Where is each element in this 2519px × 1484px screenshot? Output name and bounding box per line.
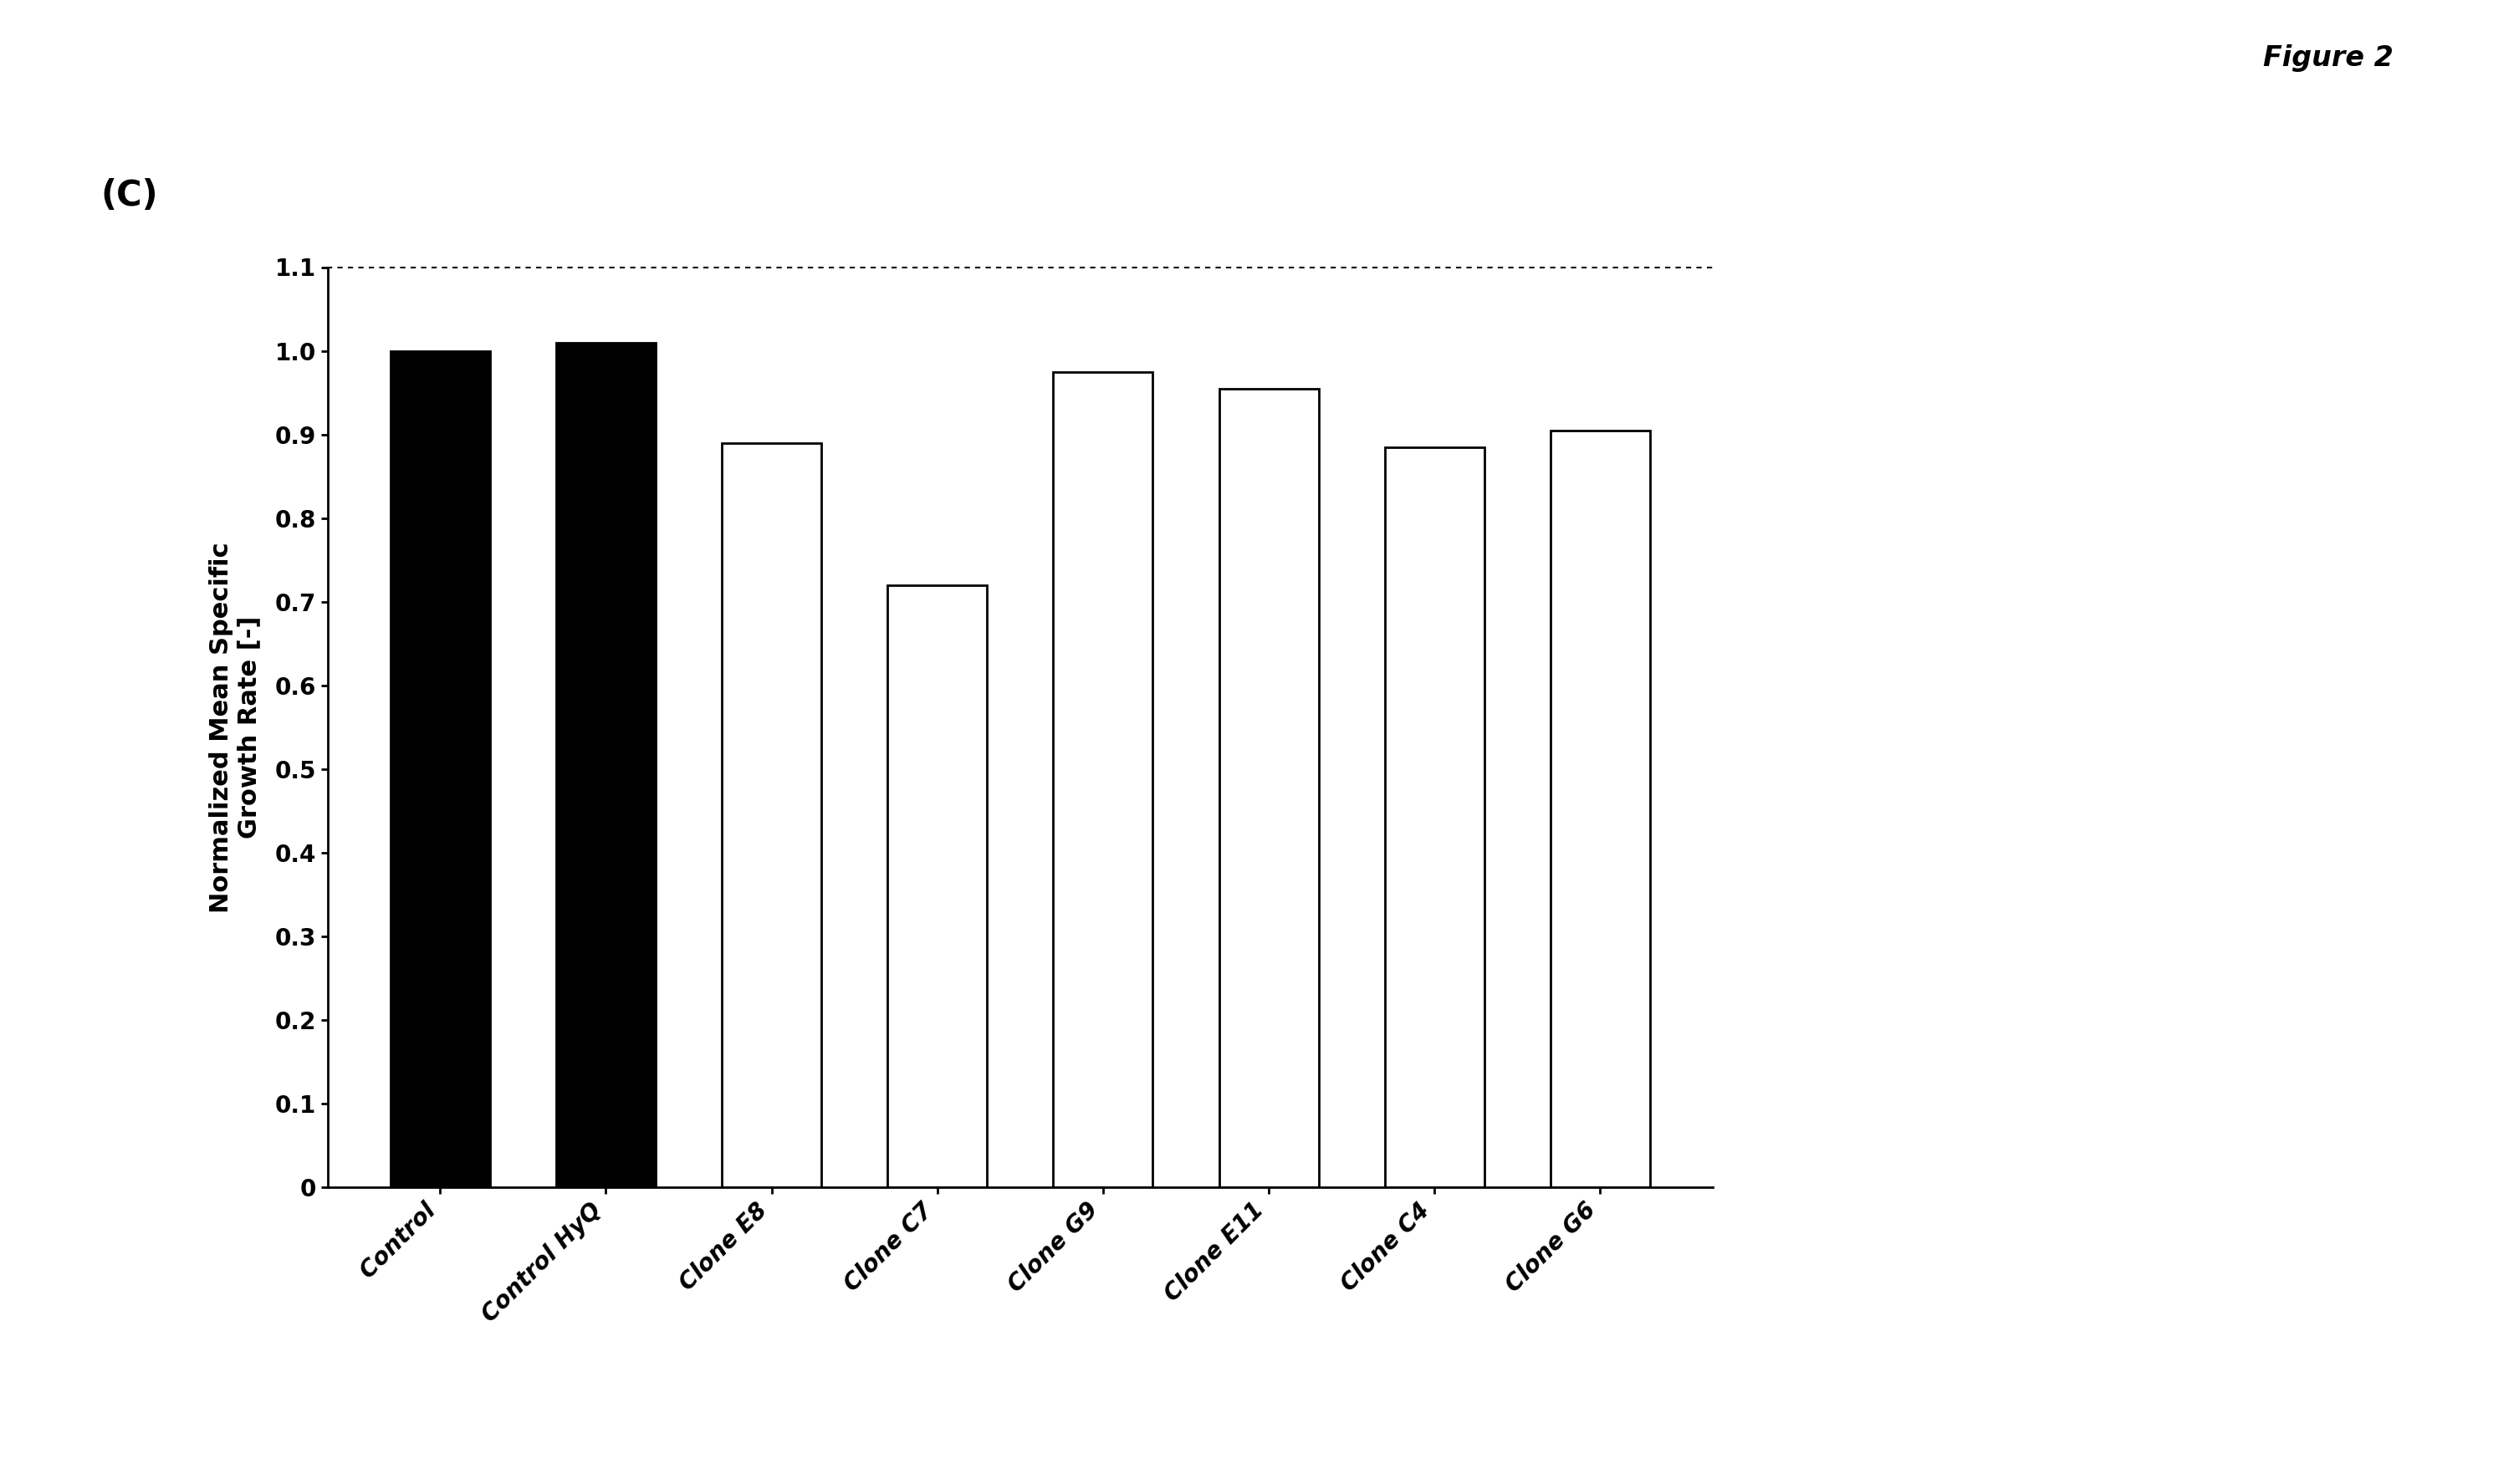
Y-axis label: Normalized Mean Specific
Growth Rate [-]: Normalized Mean Specific Growth Rate [-] — [209, 542, 262, 913]
Bar — [1219, 389, 1317, 1187]
Bar — [723, 442, 821, 1187]
Bar — [887, 585, 987, 1187]
Bar — [390, 350, 489, 1187]
Bar — [1385, 447, 1484, 1187]
Bar — [1053, 371, 1154, 1187]
Text: Figure 2: Figure 2 — [2262, 45, 2393, 73]
Bar — [557, 343, 655, 1187]
Text: (C): (C) — [101, 178, 159, 214]
Bar — [1552, 430, 1650, 1187]
